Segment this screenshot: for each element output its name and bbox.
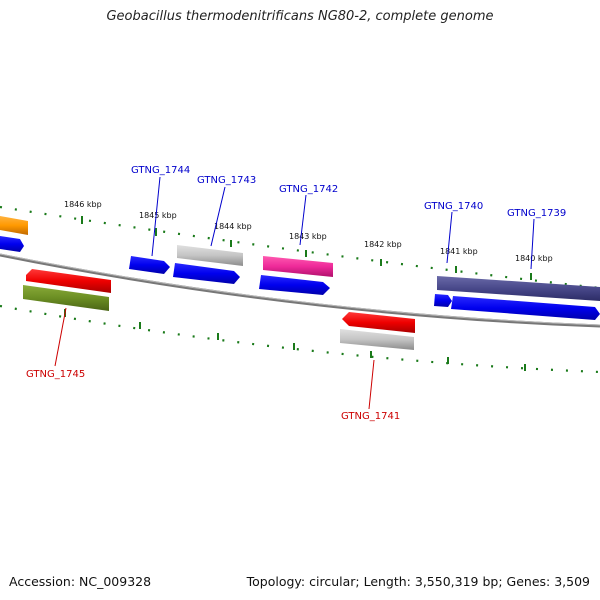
scale-label-1843: 1843 kbp [289,232,327,241]
gene-label-gtng-1740[interactable]: GTNG_1740 [424,201,483,212]
gene-gtng-1739[interactable] [451,296,600,320]
leader-gtng-1744 [151,176,161,257]
genome-backbone [0,253,600,328]
gene-gtng-1743-cds[interactable] [173,263,240,284]
gene-gtng-1744[interactable] [129,256,170,274]
reverse-leader-lines [54,307,375,410]
gene-gtng-1740[interactable] [434,294,452,307]
genome-summary-text: Topology: circular; Length: 3,550,319 bp… [246,574,590,589]
gene-label-gtng-1742[interactable]: GTNG_1742 [279,184,338,195]
gene-gtng-1745[interactable] [26,269,111,293]
scale-label-1840: 1840 kbp [515,254,553,263]
leader-gtng-1743 [210,186,226,247]
scale-label-1844: 1844 kbp [214,222,252,231]
gene-gtng-1742[interactable] [263,256,333,277]
forward-genes [0,216,600,320]
scale-label-1845: 1845 kbp [139,211,177,220]
gene-gtng-1743[interactable] [177,245,243,266]
scale-label-1846: 1846 kbp [64,200,102,209]
gene-label-gtng-1744[interactable]: GTNG_1744 [131,165,190,176]
gene-label-gtng-1743[interactable]: GTNG_1743 [197,175,256,186]
gene-orange-feature[interactable] [0,216,28,235]
gene-label-gtng-1739[interactable]: GTNG_1739 [507,208,566,219]
forward-leader-lines [151,176,535,270]
scale-label-1841: 1841 kbp [440,247,478,256]
genome-title: Geobacillus thermodenitrificans NG80-2, … [106,9,494,24]
gene-label-gtng-1745[interactable]: GTNG_1745 [26,369,85,380]
upper-ruler-dots [0,205,600,290]
accession-text: Accession: NC_009328 [9,574,152,589]
gene-gray-reverse-feature[interactable] [340,329,414,350]
gene-olive-feature[interactable] [23,285,109,311]
scale-label-1842: 1842 kbp [364,240,402,249]
leader-gtng-1745 [54,307,67,367]
gene-label-gtng-1741[interactable]: GTNG_1741 [341,411,400,422]
gene-slate-feature[interactable] [437,276,600,301]
genome-backbone-highlight [0,253,600,326]
leader-gtng-1739 [530,218,535,270]
leader-gtng-1742 [299,194,307,246]
gene-gtng-1741[interactable] [342,312,415,333]
gene-gtng-1742-cds[interactable] [259,275,330,295]
lower-ruler-dots [0,304,600,374]
reverse-genes [23,269,415,350]
leader-gtng-1741 [368,359,375,410]
gene-blue-left-edge[interactable] [0,236,24,252]
leader-gtng-1740 [446,211,453,264]
